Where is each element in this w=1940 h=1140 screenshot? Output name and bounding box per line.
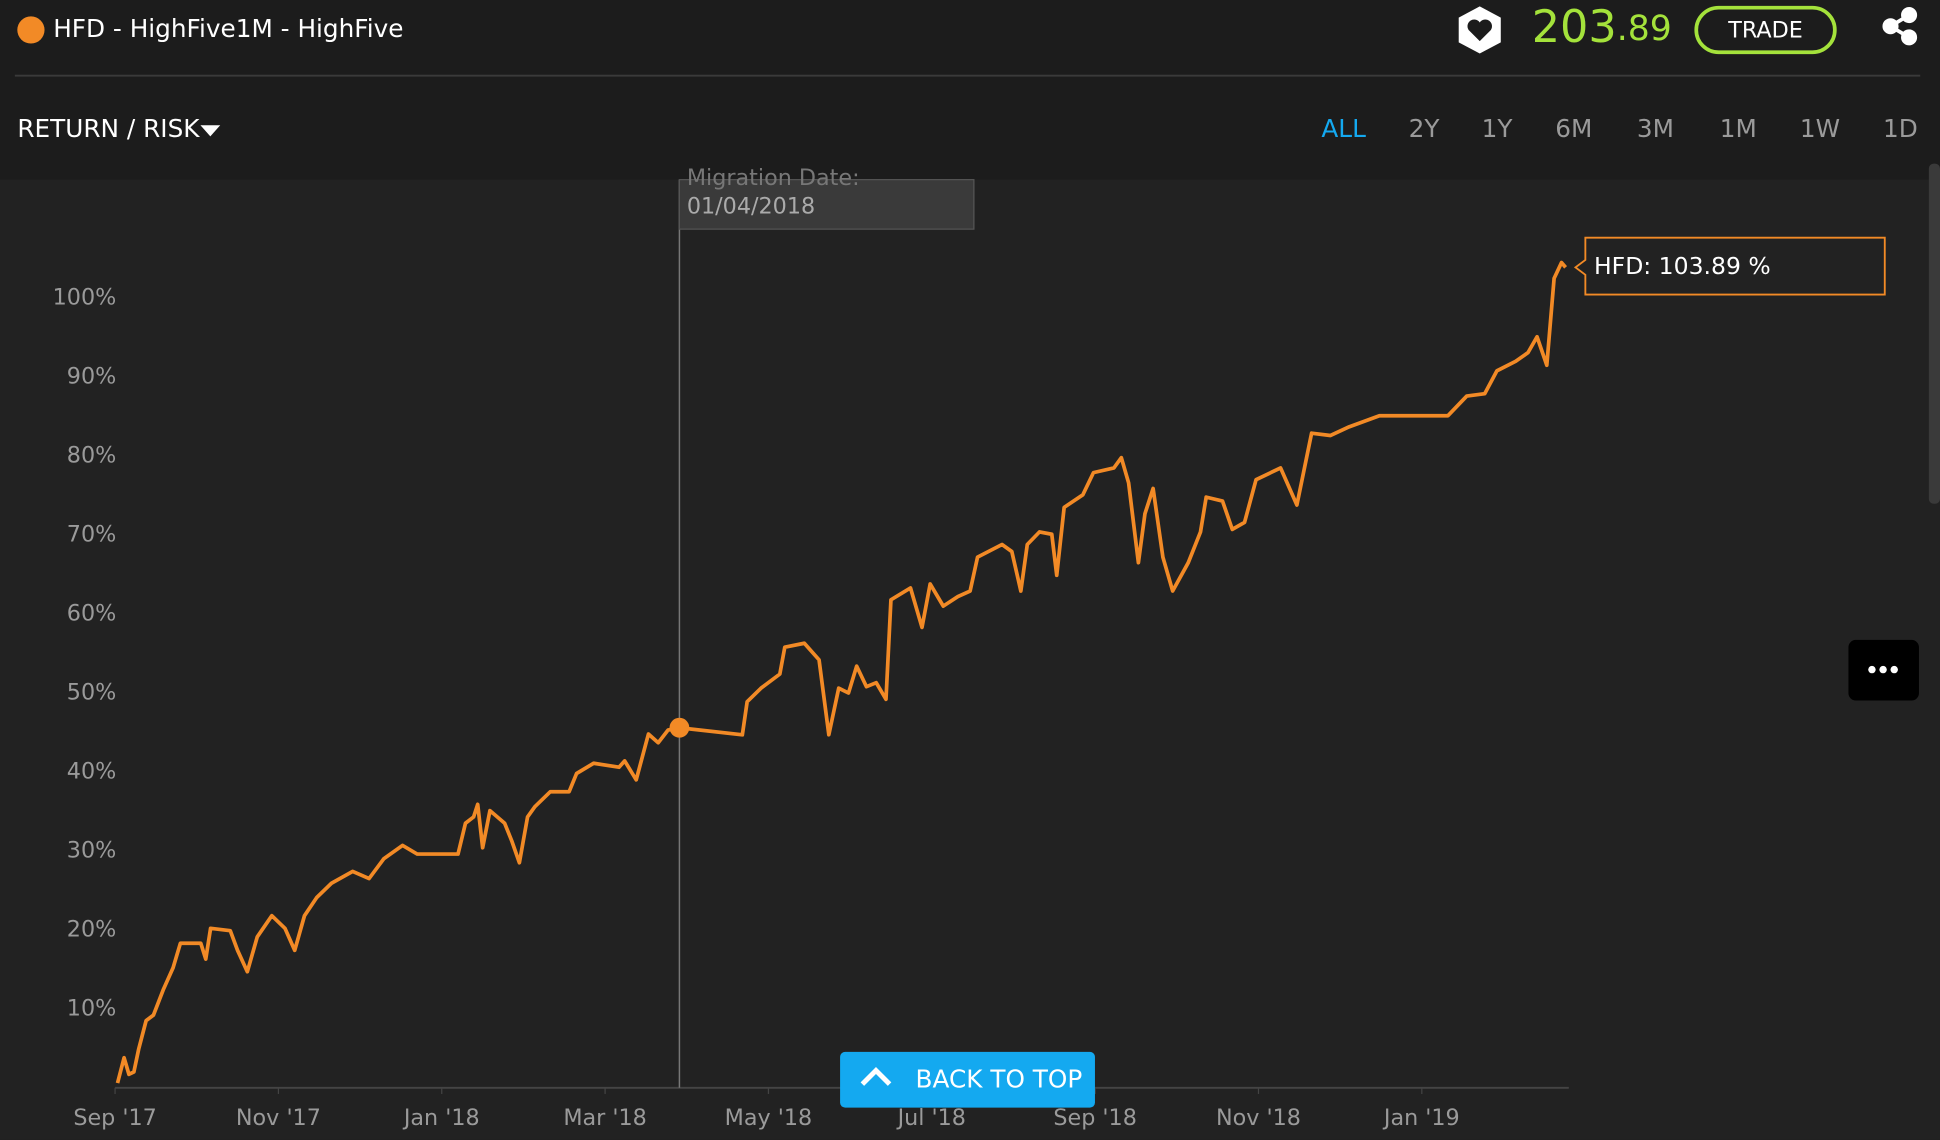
instrument-title: HFD - HighFive1M - HighFive bbox=[53, 14, 403, 43]
y-tick-label: 100% bbox=[53, 285, 117, 311]
back-to-top-button[interactable] bbox=[840, 1051, 1095, 1108]
x-tick-label: Mar '18 bbox=[563, 1105, 647, 1131]
migration-box bbox=[678, 179, 975, 230]
y-tick-label: 70% bbox=[67, 522, 117, 548]
y-tick-label: 60% bbox=[67, 600, 117, 626]
price-main: 203 bbox=[1532, 1, 1617, 53]
heart[interactable] bbox=[1467, 19, 1492, 42]
y-tick-label: 40% bbox=[67, 758, 117, 784]
x-tick-label: Jul '18 bbox=[896, 1105, 966, 1131]
trade-label[interactable]: TRADE bbox=[1727, 18, 1803, 44]
range-tab[interactable]: 1Y bbox=[1482, 114, 1514, 143]
more-dot[interactable] bbox=[1868, 665, 1876, 674]
share-node[interactable] bbox=[1901, 29, 1918, 46]
share-node[interactable] bbox=[1882, 18, 1899, 35]
dropdown-arrow[interactable] bbox=[200, 125, 221, 137]
y-tick-label: 50% bbox=[67, 679, 117, 705]
x-tick-label: Nov '17 bbox=[236, 1105, 321, 1131]
tooltip-box bbox=[1573, 236, 1886, 296]
migration-point bbox=[669, 717, 690, 738]
x-tick-label: Nov '18 bbox=[1216, 1105, 1301, 1131]
chart-bg bbox=[0, 179, 1940, 1140]
back-to-top[interactable]: BACK TO TOP bbox=[840, 1051, 1095, 1108]
x-tick-label: May '18 bbox=[725, 1105, 813, 1131]
y-tick-label: 90% bbox=[67, 364, 117, 390]
range-tab[interactable]: 1W bbox=[1800, 114, 1840, 143]
more-dot[interactable] bbox=[1890, 665, 1898, 674]
range-tab[interactable]: 2Y bbox=[1409, 114, 1441, 143]
price-decimal: .89 bbox=[1617, 9, 1672, 49]
x-tick-label: Jan '18 bbox=[402, 1105, 480, 1131]
range-tab[interactable]: ALL bbox=[1321, 114, 1366, 143]
scrollbar[interactable] bbox=[1928, 163, 1940, 504]
range-tab[interactable]: 3M bbox=[1637, 114, 1674, 143]
range-tab[interactable]: 1D bbox=[1883, 114, 1918, 143]
share-icon[interactable] bbox=[1882, 7, 1918, 46]
x-tick-label: Sep '17 bbox=[73, 1105, 157, 1131]
migration-date: 01/04/2018 bbox=[687, 193, 815, 219]
instrument-dot bbox=[17, 16, 45, 44]
price: 203.89 bbox=[1532, 1, 1672, 53]
view-selector[interactable]: RETURN / RISK bbox=[17, 114, 200, 143]
y-tick-label: 10% bbox=[67, 995, 117, 1021]
line bbox=[115, 260, 1568, 1084]
plot: 10% 20% 30% 40% 50% 60% 70% 80% 90% 100% Sep '17 No… bbox=[53, 165, 1886, 1131]
back-to-top-label[interactable]: BACK TO TOP bbox=[916, 1064, 1083, 1093]
y-tick-label: 80% bbox=[67, 443, 117, 469]
range-tab[interactable]: 1M bbox=[1720, 114, 1757, 143]
y-tick-label: 30% bbox=[67, 837, 117, 863]
range-tab[interactable]: 6M bbox=[1555, 114, 1592, 143]
watch-icon[interactable] bbox=[1458, 6, 1501, 54]
share-node[interactable] bbox=[1901, 7, 1918, 24]
migration-label: Migration Date: bbox=[687, 165, 860, 191]
trade-button[interactable] bbox=[1694, 5, 1837, 55]
x-tick-label: Sep '18 bbox=[1053, 1105, 1137, 1131]
range-tabs: ALL 2Y 1Y 6M 3M 1M 1W 1D bbox=[1321, 114, 1917, 143]
tooltip-label: HFD: 103.89 % bbox=[1594, 252, 1771, 280]
y-tick-label: 20% bbox=[67, 916, 117, 942]
header-bg bbox=[0, 0, 1940, 180]
more-dot[interactable] bbox=[1879, 665, 1887, 674]
up-arrow[interactable] bbox=[860, 1066, 892, 1086]
x-tick-label: Jan '19 bbox=[1382, 1105, 1460, 1131]
